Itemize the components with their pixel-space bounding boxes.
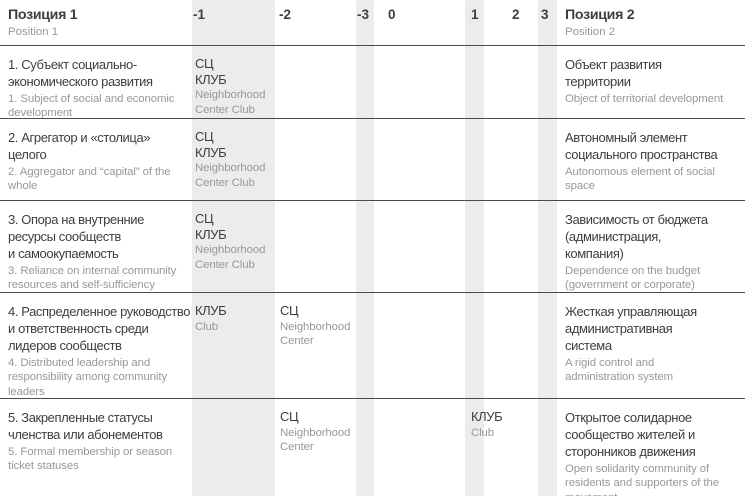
table-row-4: 4. Распределенное руководство и ответств… (0, 292, 745, 398)
pos2-cell: Жесткая управляющая административная сис… (565, 293, 743, 385)
mark-cell-minus2: СЦ Neighborhood Center (280, 293, 358, 349)
pos2-title-en: Object of territorial development (565, 93, 724, 105)
pos2-title-en: Autonomous element of social space (565, 166, 715, 193)
pos1-title-en: 1. Subject of social and economic develo… (8, 93, 175, 120)
mark-ru: СЦ (280, 303, 299, 318)
pos2-cell: Автономный элемент социального пространс… (565, 119, 743, 194)
scale-label-plus2: 2 (512, 7, 520, 22)
scale-label-minus1: -1 (193, 7, 206, 22)
scale-label-plus3: 3 (541, 7, 549, 22)
pos1-title-en: 4. Distributed leadership and responsibi… (8, 357, 168, 398)
pos2-title-ru: Зависимость от бюджета (администрация, к… (565, 212, 708, 261)
pos2-title-en: Dependence on the budget (government or … (565, 265, 701, 292)
mark-cell-minus1: СЦ КЛУБ Neighborhood Center Club (195, 46, 275, 117)
scale-label-plus1: 1 (471, 7, 479, 22)
pos1-cell: 3. Опора на внутренние ресурсы сообществ… (8, 201, 192, 293)
mark-ru: СЦ (280, 409, 299, 424)
scale-stripe-plus3 (538, 0, 557, 496)
pos1-cell: 1. Субъект социально- экономического раз… (8, 46, 192, 121)
scale-label-minus3: -3 (357, 7, 370, 22)
mark-ru: КЛУБ (195, 303, 227, 318)
mark-cell-minus1: СЦ КЛУБ Neighborhood Center Club (195, 119, 275, 190)
pos1-cell: 4. Распределенное руководство и ответств… (8, 293, 192, 399)
position2-header: Позиция 2 Position 2 (565, 7, 635, 38)
scale-stripe-minus1 (192, 0, 275, 496)
mark-cell-minus2: СЦ Neighborhood Center (280, 399, 358, 455)
pos2-title-ru: Жесткая управляющая административная сис… (565, 304, 697, 353)
scale-label-zero: 0 (388, 7, 396, 22)
mark-ru: СЦ КЛУБ (195, 56, 227, 87)
pos2-cell: Зависимость от бюджета (администрация, к… (565, 201, 743, 293)
mark-ru: СЦ КЛУБ (195, 129, 227, 160)
pos1-title-ru: 5. Закрепленные статусы членства или або… (8, 410, 163, 442)
table-row-2: 2. Агрегатор и «столица» целого 2. Aggre… (0, 118, 745, 200)
mark-en: Neighborhood Center (280, 320, 351, 348)
scale-label-minus2: -2 (279, 7, 292, 22)
mark-en: Neighborhood Center (280, 426, 351, 454)
header-row: Позиция 1 Position 1 -1 -2 -3 0 1 2 3 По… (0, 0, 745, 45)
position1-header: Позиция 1 Position 1 (8, 7, 78, 38)
pos1-title-ru: 2. Агрегатор и «столица» целого (8, 130, 151, 162)
mark-cell-minus1: КЛУБ Club (195, 293, 275, 334)
pos2-title-en: A rigid control and administration syste… (565, 357, 674, 384)
pos2-cell: Открытое солидарное сообщество жителей и… (565, 399, 743, 496)
mark-en: Neighborhood Center Club (195, 89, 266, 116)
pos1-cell: 5. Закрепленные статусы членства или або… (8, 399, 192, 474)
mark-cell-plus1: КЛУБ Club (471, 399, 546, 440)
pos1-title-ru: 1. Субъект социально- экономического раз… (8, 57, 153, 89)
mark-ru: КЛУБ (471, 409, 503, 424)
pos1-cell: 2. Агрегатор и «столица» целого 2. Aggre… (8, 119, 192, 194)
mark-cell-minus1: СЦ КЛУБ Neighborhood Center Club (195, 201, 275, 272)
mark-en: Neighborhood Center Club (195, 162, 266, 189)
mark-en: Club (471, 426, 495, 439)
pos2-cell: Объект развития территории Object of ter… (565, 46, 743, 106)
pos2-title-en: Open solidarity community of residents a… (565, 463, 719, 496)
scale-stripe-minus3 (356, 0, 374, 496)
pos1-title-ru: 4. Распределенное руководство и ответств… (8, 304, 191, 353)
pos2-title-ru: Объект развития территории (565, 57, 662, 89)
position1-subtitle: Position 1 (8, 26, 59, 38)
position2-title: Позиция 2 (565, 7, 635, 23)
pos2-title-ru: Автономный элемент социального пространс… (565, 130, 718, 162)
pos2-title-ru: Открытое солидарное сообщество жителей и… (565, 410, 696, 459)
pos1-title-ru: 3. Опора на внутренние ресурсы сообществ… (8, 212, 144, 261)
position1-title: Позиция 1 (8, 7, 78, 23)
table-row-3: 3. Опора на внутренние ресурсы сообществ… (0, 200, 745, 292)
pos1-title-en: 2. Aggregator and “capital” of the whole (8, 166, 171, 193)
mark-en: Neighborhood Center Club (195, 244, 266, 271)
position2-subtitle: Position 2 (565, 26, 616, 38)
table-row-1: 1. Субъект социально- экономического раз… (0, 45, 745, 121)
pos1-title-en: 3. Reliance on internal community resour… (8, 265, 177, 292)
mark-ru: СЦ КЛУБ (195, 211, 227, 242)
scale-stripe-plus1 (465, 0, 484, 496)
pos1-title-en: 5. Formal membership or season ticket st… (8, 446, 173, 473)
mark-en: Club (195, 320, 219, 333)
table-row-5: 5. Закрепленные статусы членства или або… (0, 398, 745, 496)
